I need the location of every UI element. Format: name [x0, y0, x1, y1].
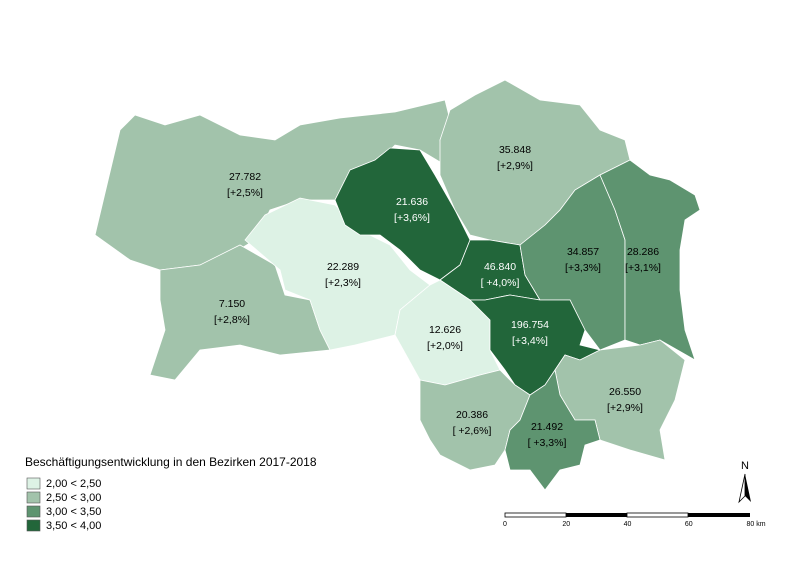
district-change: [+2,5%] [227, 187, 263, 199]
legend-title: Beschäftigungsentwicklung in den Bezirke… [25, 455, 317, 469]
north-arrow: N [738, 460, 751, 504]
legend-label: 2,50 < 3,00 [46, 492, 101, 504]
district-value: 21.636 [396, 196, 428, 208]
district-change: [ +2,6%] [453, 425, 492, 437]
district [599, 159, 701, 361]
district-value: 12.626 [429, 324, 461, 336]
district-change: [+3,6%] [394, 212, 430, 224]
district [149, 244, 331, 381]
legend-label: 2,00 < 2,50 [46, 478, 101, 490]
district-value: 21.492 [531, 421, 563, 433]
district-value: 22.289 [327, 261, 359, 273]
scale-label: 60 [685, 521, 693, 528]
district-change: [+2,8%] [214, 314, 250, 326]
district-change: [+2,9%] [497, 160, 533, 172]
legend-swatch [26, 491, 41, 504]
district-change: [+3,3%] [565, 262, 601, 274]
district-value: 20.386 [456, 409, 488, 421]
district-change: [ +3,3%] [528, 437, 567, 449]
scale-bar [504, 512, 750, 518]
district [504, 368, 601, 491]
legend-swatch [26, 519, 41, 532]
legend-swatch [26, 505, 41, 518]
district-change: [+3,4%] [512, 335, 548, 347]
district-value: 27.782 [229, 171, 261, 183]
district-value: 26.550 [609, 386, 641, 398]
legend-label: 3,50 < 4,00 [46, 520, 101, 532]
district-value: 7.150 [219, 298, 245, 310]
legend-swatch [26, 477, 41, 490]
district-change: [+2,3%] [325, 277, 361, 289]
north-label: N [741, 460, 749, 472]
scale-label: 20 [562, 521, 570, 528]
district-change: [+2,0%] [427, 340, 463, 352]
legend-label: 3,00 < 3,50 [46, 506, 101, 518]
district-value: 46.840 [484, 261, 516, 273]
district-value: 34.857 [567, 246, 599, 258]
district-value: 196.754 [511, 319, 549, 331]
scale-label: 0 [503, 521, 507, 528]
district-change: [+3,1%] [625, 262, 661, 274]
district-value: 28.286 [627, 246, 659, 258]
district-value: 35.848 [499, 144, 531, 156]
scale-label: 40 [624, 521, 632, 528]
district-change: [+2,9%] [607, 402, 643, 414]
scale-label: 80 km [746, 521, 765, 528]
district-change: [ +4,0%] [481, 277, 520, 289]
